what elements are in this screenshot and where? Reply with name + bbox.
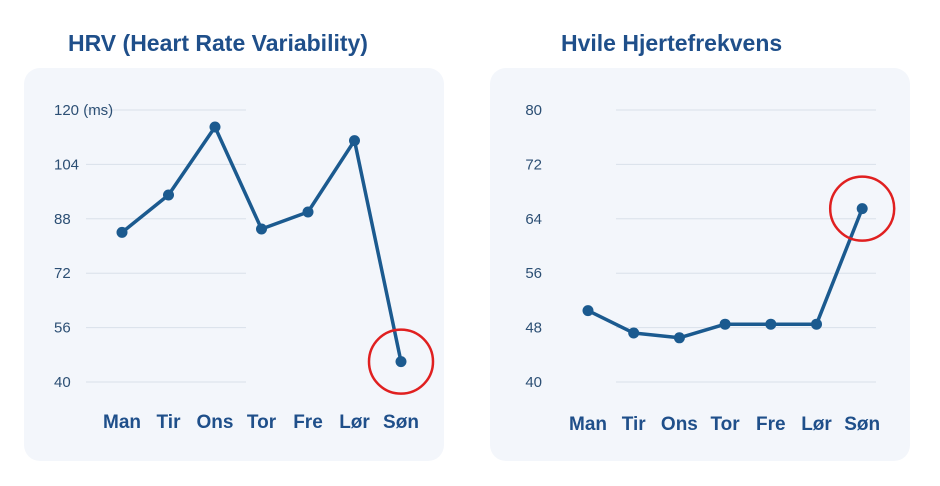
rhr-y-tick-label: 56 <box>525 265 542 282</box>
hrv-y-tick-label: 56 <box>54 320 71 337</box>
hrv-y-tick-label: 40 <box>54 374 71 391</box>
resting-heart-rate-chart-panel: 80 72 64 56 48 40 Man Tir Ons Tor Fre Lør Søn <box>490 68 910 461</box>
hrv-data-point-fre <box>302 206 314 218</box>
resting-heart-rate-chart-title: Hvile Hjertefrekvens <box>561 30 783 56</box>
hrv-x-tick-label: Tor <box>247 412 277 433</box>
hrv-y-tick-label: 72 <box>54 265 71 282</box>
hrv-y-tick-label: 120 (ms) <box>54 102 113 119</box>
hrv-y-tick-label: 104 <box>54 156 79 173</box>
rhr-y-tick-label: 72 <box>525 156 542 173</box>
rhr-data-point-tor <box>719 318 731 330</box>
hrv-data-point-søn <box>395 356 407 368</box>
hrv-x-tick-label: Ons <box>197 412 234 433</box>
hrv-data-point-ons <box>209 121 221 133</box>
rhr-x-tick-label: Tir <box>622 414 647 435</box>
rhr-data-point-man <box>582 305 594 317</box>
hrv-data-point-tir <box>163 189 174 201</box>
rhr-x-tick-label: Fre <box>756 414 786 435</box>
hrv-series-line <box>120 125 403 364</box>
rhr-y-tick-label: 40 <box>525 374 542 391</box>
rhr-data-point-lør <box>811 318 822 330</box>
hrv-x-tick-label: Tir <box>157 412 182 433</box>
rhr-y-tick-label: 64 <box>525 211 542 228</box>
rhr-x-tick-label: Tor <box>710 414 740 435</box>
hrv-data-point-tor <box>256 223 267 235</box>
hrv-y-tick-label: 88 <box>54 211 71 228</box>
hrv-x-tick-label: Fre <box>293 412 323 433</box>
hrv-chart-panel: 120 (ms) 104 88 72 56 40 Man Tir Ons Tor Fre Lør Søn <box>24 68 444 461</box>
rhr-x-tick-label: Man <box>569 414 607 435</box>
hrv-x-tick-label: Søn <box>383 412 419 433</box>
rhr-x-tick-label: Søn <box>844 414 880 435</box>
rhr-highlight-circle <box>828 175 896 242</box>
hrv-line-chart: 120 (ms) 104 88 72 56 40 Man Tir Ons Tor Fre Lør Søn <box>54 102 435 433</box>
resting-heart-rate-line-chart: 80 72 64 56 48 40 Man Tir Ons Tor Fre Lør Søn <box>525 102 896 435</box>
rhr-x-tick-label: Lør <box>801 414 832 435</box>
rhr-data-point-søn <box>856 203 868 215</box>
rhr-x-tick-label: Ons <box>661 414 698 435</box>
rhr-y-tick-label: 48 <box>525 320 542 337</box>
hrv-data-point-man <box>116 226 128 238</box>
rhr-data-point-tir <box>628 327 640 339</box>
hrv-x-tick-label: Lør <box>339 412 370 433</box>
hrv-chart-title: HRV (Heart Rate Variability) <box>68 30 368 56</box>
hrv-x-tick-label: Man <box>103 412 141 433</box>
hrv-data-point-lør <box>349 135 360 147</box>
rhr-y-tick-label: 80 <box>525 102 542 119</box>
rhr-data-point-fre <box>765 318 777 330</box>
rhr-data-point-ons <box>673 332 685 344</box>
hrv-highlight-circle <box>367 328 435 395</box>
